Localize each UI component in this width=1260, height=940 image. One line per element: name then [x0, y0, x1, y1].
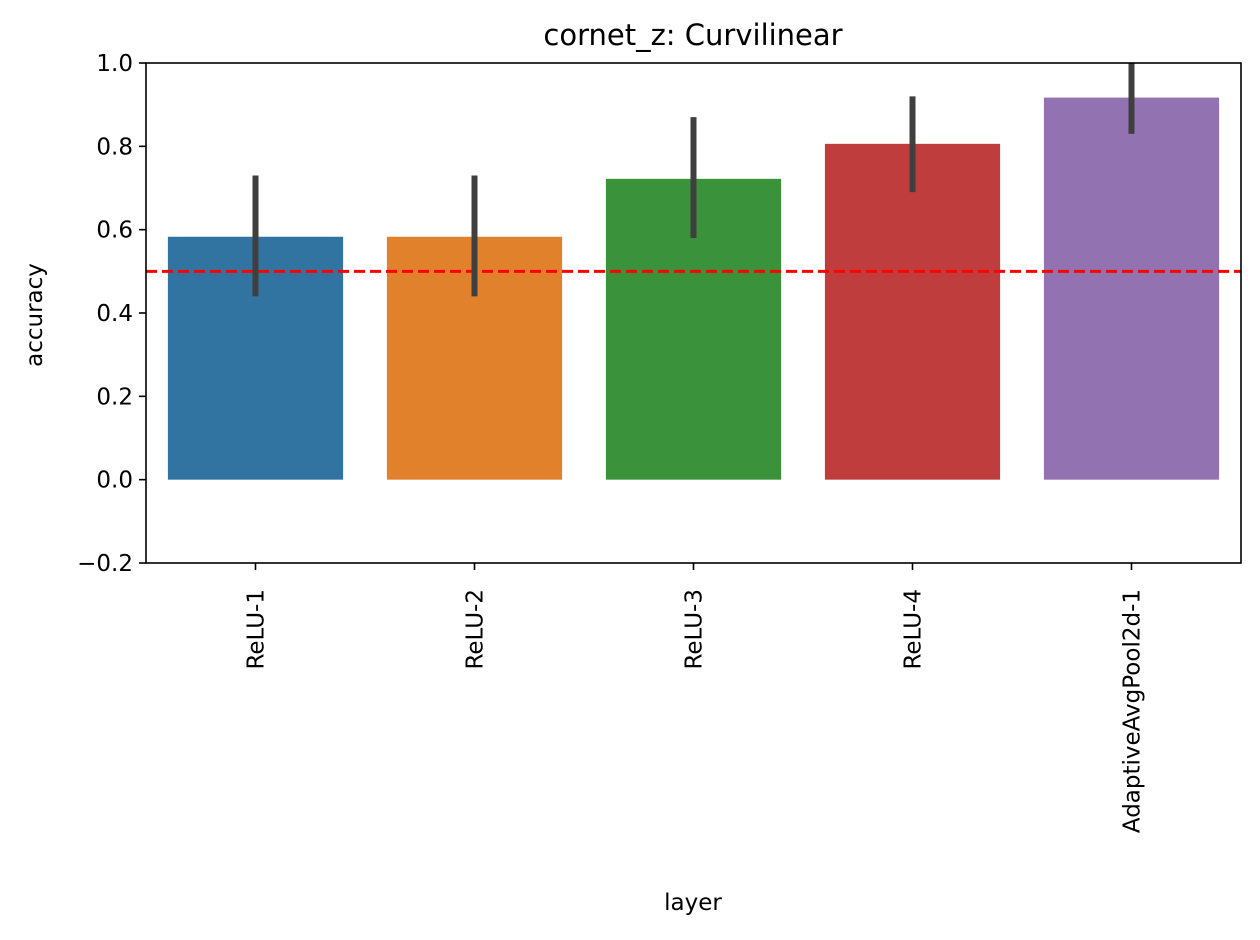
x-tick-label: AdaptiveAvgPool2d-1 — [1120, 589, 1146, 833]
chart-title: cornet_z: Curvilinear — [543, 18, 842, 52]
x-tick-label: ReLU-4 — [901, 589, 927, 670]
y-tick-label: −0.2 — [77, 551, 133, 577]
y-tick-label: 0.0 — [96, 468, 133, 494]
x-axis-label: layer — [664, 890, 722, 916]
bar-adaptiveavgpool2d-1 — [1043, 97, 1220, 480]
x-tick-label: ReLU-3 — [682, 589, 708, 670]
y-axis-label: accuracy — [22, 263, 48, 367]
y-tick-label: 0.4 — [96, 301, 133, 327]
bar-relu-4 — [824, 143, 1001, 480]
y-tick-label: 0.8 — [96, 134, 133, 160]
y-tick-label: 0.2 — [96, 384, 133, 410]
x-tick-label: ReLU-2 — [463, 589, 489, 670]
x-tick-label: ReLU-1 — [244, 589, 270, 670]
y-tick-label: 0.6 — [96, 218, 133, 244]
y-tick-label: 1.0 — [96, 51, 133, 77]
